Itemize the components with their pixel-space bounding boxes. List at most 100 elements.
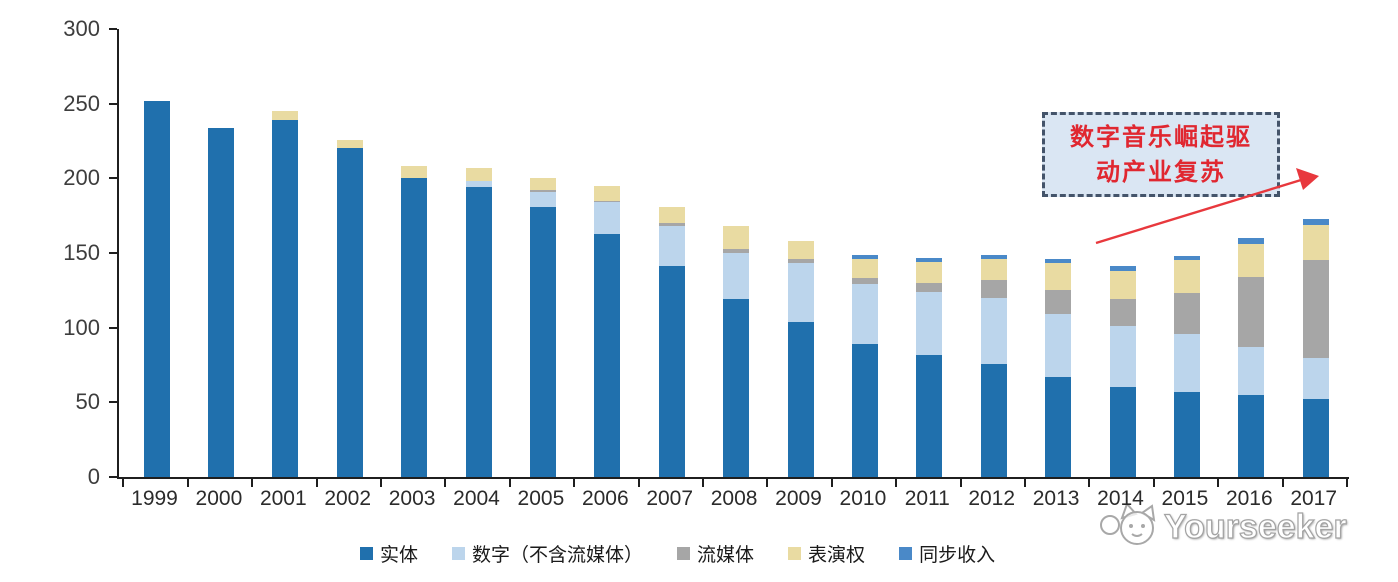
annotation-line-2: 动产业复苏 <box>1096 158 1226 186</box>
bar-segment-数字（不含流媒体）-2014 <box>1109 326 1136 388</box>
x-axis-label-2016: 2016 <box>1225 487 1273 510</box>
bar-segment-同步收入-2016 <box>1238 238 1265 245</box>
bar-segment-表演权-2006 <box>594 185 621 201</box>
bar-segment-表演权-2015 <box>1173 260 1200 294</box>
y-axis-label: 100 <box>63 314 100 340</box>
bar-segment-数字（不含流媒体）-2006 <box>594 202 621 234</box>
bar-segment-表演权-2004 <box>465 167 492 182</box>
bar-segment-流媒体-2009 <box>787 259 814 264</box>
x-axis-label-2011: 2011 <box>904 487 950 510</box>
x-axis-tick <box>959 479 962 487</box>
bar-segment-表演权-2002 <box>336 139 363 149</box>
x-axis-tick <box>766 479 769 487</box>
y-axis-label: 150 <box>63 240 100 265</box>
x-axis-label-2000: 2000 <box>195 487 243 510</box>
x-axis-tick <box>315 479 318 487</box>
bar-segment-实体-2004 <box>465 187 492 477</box>
bar-segment-同步收入-2011 <box>916 257 943 262</box>
bar-segment-流媒体-2008 <box>723 248 750 253</box>
y-axis-label: 0 <box>87 464 100 489</box>
bar-segment-表演权-2009 <box>787 241 814 259</box>
x-axis-tick <box>573 479 576 487</box>
bar-segment-数字（不含流媒体）-2013 <box>1045 314 1072 377</box>
x-axis-label-2010: 2010 <box>839 487 887 510</box>
bar-segment-流媒体-2015 <box>1173 293 1200 334</box>
bar-segment-实体-2000 <box>207 127 234 477</box>
annotation-callout: 数字音乐崛起驱 动产业复苏 <box>1042 112 1280 197</box>
x-axis-tick <box>379 479 382 487</box>
bar-segment-实体-2003 <box>401 178 428 477</box>
x-axis-tick <box>1088 479 1091 487</box>
bar-segment-实体-2012 <box>980 363 1007 477</box>
bar-segment-实体-2014 <box>1109 387 1136 477</box>
bar-segment-流媒体-2017 <box>1302 260 1329 358</box>
watermark: Yourseeker <box>1096 498 1347 556</box>
bar-segment-实体-2016 <box>1238 394 1265 477</box>
y-axis-label: 200 <box>63 165 100 191</box>
bar-segment-表演权-2011 <box>916 261 943 283</box>
legend-item-同步收入: 同步收入 <box>899 540 995 567</box>
legend-label: 同步收入 <box>919 545 996 566</box>
x-axis-label-2001: 2001 <box>259 487 307 510</box>
bar-segment-实体-2001 <box>272 120 299 477</box>
x-axis-label-1999: 1999 <box>131 487 178 510</box>
x-axis-tick <box>830 479 833 487</box>
bar-segment-表演权-2001 <box>272 111 299 121</box>
bar-segment-表演权-2008 <box>723 226 750 249</box>
legend-swatch-icon <box>788 547 802 560</box>
bar-segment-数字（不含流媒体）-2004 <box>465 181 492 188</box>
legend-swatch-icon <box>677 547 691 560</box>
y-axis-tick <box>109 177 117 180</box>
legend-item-数字（不含流媒体）: 数字（不含流媒体） <box>452 540 643 567</box>
legend-label: 实体 <box>380 545 419 566</box>
x-axis-label-2009: 2009 <box>775 487 822 510</box>
x-axis-tick <box>186 479 189 487</box>
bar-segment-数字（不含流媒体）-2007 <box>658 226 685 267</box>
legend-swatch-icon <box>899 547 913 560</box>
legend: 实体 数字（不含流媒体） 流媒体 表演权 同步收入 <box>360 540 995 567</box>
y-axis-tick <box>109 252 117 254</box>
bar-segment-流媒体-2011 <box>916 282 943 292</box>
bar-segment-实体-2005 <box>529 206 556 477</box>
y-axis-tick <box>109 326 117 329</box>
bar-segment-流媒体-2005 <box>529 190 556 192</box>
bar-segment-同步收入-2012 <box>980 254 1007 259</box>
x-axis-tick <box>251 479 254 487</box>
x-axis-tick <box>1217 479 1220 487</box>
bar-segment-实体-2008 <box>723 299 750 477</box>
x-axis-tick <box>1023 479 1026 487</box>
bar-segment-表演权-2014 <box>1109 270 1136 300</box>
x-axis-tick <box>1281 479 1284 487</box>
bar-segment-实体-1999 <box>143 100 170 477</box>
bar-segment-实体-2010 <box>851 344 878 477</box>
y-axis-label: 50 <box>75 389 100 415</box>
bar-segment-实体-2013 <box>1045 376 1072 477</box>
bar-segment-流媒体-2014 <box>1109 299 1136 327</box>
bar-segment-数字（不含流媒体）-2016 <box>1238 347 1265 395</box>
bar-segment-表演权-2007 <box>658 206 685 224</box>
bar-segment-实体-2015 <box>1173 391 1200 477</box>
bar-segment-表演权-2010 <box>851 258 878 279</box>
x-axis-label-2008: 2008 <box>710 487 758 510</box>
x-axis-tick <box>508 479 511 487</box>
bar-segment-实体-2002 <box>336 148 363 477</box>
x-axis-label-2017: 2017 <box>1290 487 1338 510</box>
legend-label: 流媒体 <box>697 545 755 566</box>
bar-segment-表演权-2013 <box>1045 263 1072 291</box>
bar-segment-流媒体-2012 <box>980 279 1007 298</box>
x-axis-tick <box>1345 479 1348 487</box>
bar-segment-流媒体-2010 <box>851 278 878 285</box>
bar-segment-数字（不含流媒体）-2011 <box>916 291 943 355</box>
yourseeker-cat-logo-icon <box>1100 502 1156 545</box>
bar-segment-同步收入-2010 <box>851 254 878 259</box>
y-axis-tick <box>109 102 117 105</box>
legend-item-实体: 实体 <box>360 540 418 567</box>
bar-segment-流媒体-2006 <box>594 200 621 203</box>
bar-segment-实体-2007 <box>658 266 685 477</box>
bar-segment-数字（不含流媒体）-2008 <box>723 253 750 300</box>
bar-segment-同步收入-2013 <box>1045 259 1072 264</box>
x-axis-label-2005: 2005 <box>517 487 565 510</box>
bar-segment-数字（不含流媒体）-2015 <box>1173 333 1200 392</box>
legend-label: 表演权 <box>808 545 866 566</box>
bar-segment-数字（不含流媒体）-2010 <box>851 284 878 345</box>
